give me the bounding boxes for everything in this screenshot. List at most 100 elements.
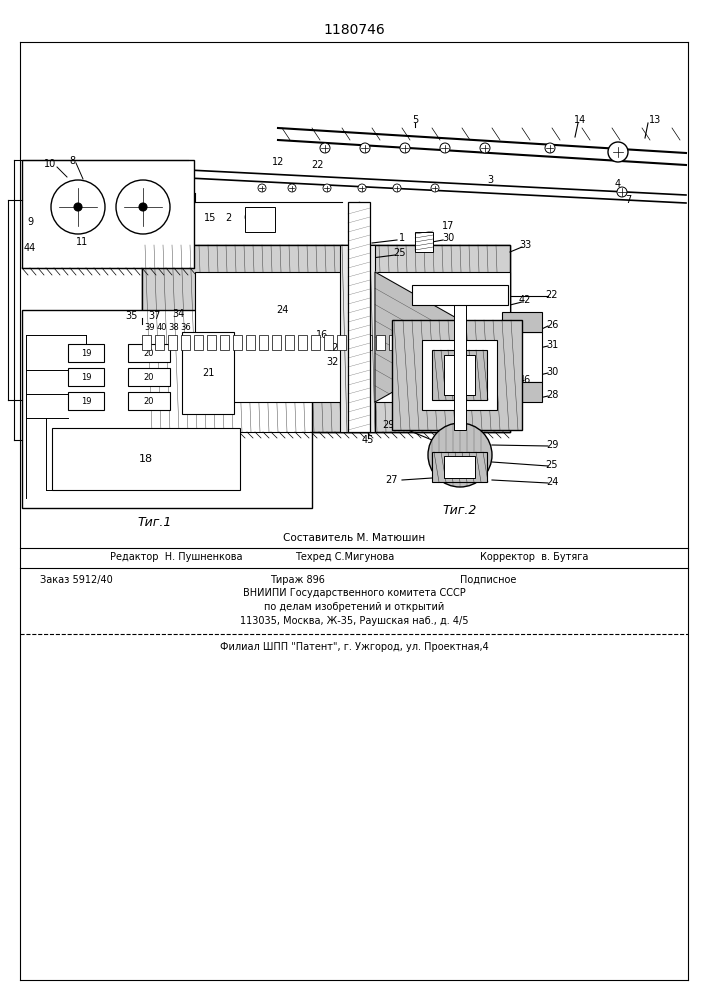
Text: 17: 17 xyxy=(442,221,454,231)
Bar xyxy=(415,232,433,252)
Text: 22: 22 xyxy=(546,290,559,300)
Circle shape xyxy=(545,143,555,153)
Text: Τиг.2: Τиг.2 xyxy=(443,504,477,516)
Bar xyxy=(207,335,216,350)
Text: по делам изобретений и открытий: по делам изобретений и открытий xyxy=(264,602,444,612)
Bar xyxy=(363,335,372,350)
Bar xyxy=(422,340,497,410)
Circle shape xyxy=(608,142,628,162)
Text: 44: 44 xyxy=(24,243,36,253)
Circle shape xyxy=(431,184,439,192)
Text: 30: 30 xyxy=(442,233,454,243)
Circle shape xyxy=(358,184,366,192)
Bar xyxy=(432,452,487,482)
Bar xyxy=(392,320,522,430)
Text: 20: 20 xyxy=(144,349,154,358)
Circle shape xyxy=(320,143,330,153)
Bar xyxy=(412,285,508,305)
Text: 16: 16 xyxy=(316,330,328,340)
Text: 43: 43 xyxy=(424,305,436,315)
Bar xyxy=(324,335,333,350)
Text: 28: 28 xyxy=(546,390,559,400)
Text: 26: 26 xyxy=(546,320,559,330)
Text: 14: 14 xyxy=(574,115,586,125)
Text: 19: 19 xyxy=(81,396,91,406)
Text: 25: 25 xyxy=(546,460,559,470)
Text: 9: 9 xyxy=(27,217,33,227)
Text: 1: 1 xyxy=(399,233,405,243)
Text: 36: 36 xyxy=(180,324,192,332)
Bar xyxy=(376,335,385,350)
Text: 22: 22 xyxy=(312,160,325,170)
Text: 35: 35 xyxy=(126,311,138,321)
Text: Техред С.Мигунова: Техред С.Мигунова xyxy=(295,552,395,562)
Bar xyxy=(68,392,104,410)
Bar xyxy=(155,335,164,350)
Text: Подписное: Подписное xyxy=(460,575,516,585)
Bar xyxy=(22,310,312,508)
Bar xyxy=(142,335,151,350)
Bar xyxy=(52,428,240,490)
Bar xyxy=(502,332,542,382)
Bar xyxy=(128,344,170,362)
Bar xyxy=(389,335,398,350)
Text: 34: 34 xyxy=(172,309,184,319)
Bar xyxy=(375,272,510,402)
Text: 30: 30 xyxy=(546,367,558,377)
Bar xyxy=(337,335,346,350)
Bar xyxy=(272,335,281,350)
Bar xyxy=(233,335,242,350)
Bar xyxy=(444,355,475,395)
Text: 19: 19 xyxy=(81,349,91,358)
Text: 6: 6 xyxy=(243,213,249,223)
Circle shape xyxy=(360,143,370,153)
Text: 2: 2 xyxy=(225,213,231,223)
Text: 12: 12 xyxy=(271,157,284,167)
Text: 41: 41 xyxy=(429,335,441,345)
Text: 29: 29 xyxy=(546,440,559,450)
Text: Составитель М. Матюшин: Составитель М. Матюшин xyxy=(283,533,425,543)
Circle shape xyxy=(400,143,410,153)
Text: ВНИИПИ Государственного комитета СССР: ВНИИПИ Государственного комитета СССР xyxy=(243,588,465,598)
Bar xyxy=(22,160,194,268)
Text: Корректор  в. Бутяга: Корректор в. Бутяга xyxy=(480,552,588,562)
Bar xyxy=(298,335,307,350)
Bar xyxy=(182,332,234,414)
Circle shape xyxy=(323,184,331,192)
Text: 42: 42 xyxy=(519,295,531,305)
Text: 20: 20 xyxy=(144,372,154,381)
Bar xyxy=(128,392,170,410)
Bar xyxy=(502,312,542,332)
Text: 113035, Москва, Ж-35, Раушская наб., д. 4/5: 113035, Москва, Ж-35, Раушская наб., д. … xyxy=(240,616,468,626)
Circle shape xyxy=(617,187,627,197)
Bar xyxy=(340,245,375,432)
Text: 31: 31 xyxy=(546,340,558,350)
Bar xyxy=(68,344,104,362)
Text: Тираж 896: Тираж 896 xyxy=(270,575,325,585)
Text: 3: 3 xyxy=(487,175,493,185)
Text: Филиал ШПП "Патент", г. Ужгород, ул. Проектная,4: Филиал ШПП "Патент", г. Ужгород, ул. Про… xyxy=(220,642,489,652)
Text: 4: 4 xyxy=(615,179,621,189)
Text: 46: 46 xyxy=(519,375,531,385)
Text: 7: 7 xyxy=(625,195,631,205)
Circle shape xyxy=(258,184,266,192)
Bar xyxy=(415,335,424,350)
Bar xyxy=(181,335,190,350)
Bar xyxy=(142,245,510,432)
Bar xyxy=(350,335,359,350)
Polygon shape xyxy=(375,272,490,402)
Text: 38: 38 xyxy=(169,324,180,332)
Bar xyxy=(68,368,104,386)
Text: 39: 39 xyxy=(145,324,156,332)
Text: 37: 37 xyxy=(148,311,161,321)
Text: 13: 13 xyxy=(649,115,661,125)
Bar xyxy=(142,245,510,432)
Bar xyxy=(245,207,275,232)
Bar xyxy=(128,368,170,386)
Text: 32: 32 xyxy=(327,357,339,367)
Text: 32: 32 xyxy=(327,343,339,353)
Circle shape xyxy=(480,143,490,153)
Circle shape xyxy=(139,203,147,211)
Bar xyxy=(168,335,177,350)
Text: 29: 29 xyxy=(382,420,395,430)
